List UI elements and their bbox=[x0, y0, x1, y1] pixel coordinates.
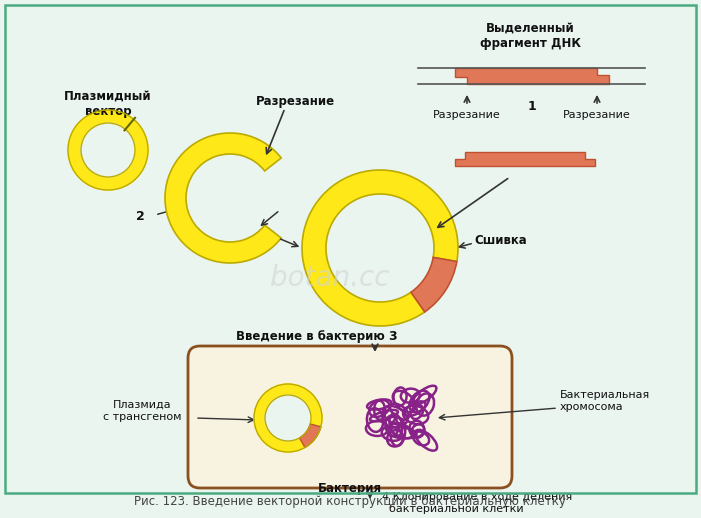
Text: Сшивка: Сшивка bbox=[474, 234, 526, 247]
Polygon shape bbox=[455, 152, 595, 166]
Text: Плазмида
с трансгеном: Плазмида с трансгеном bbox=[103, 400, 182, 422]
Text: 3: 3 bbox=[388, 330, 397, 343]
Circle shape bbox=[81, 123, 135, 177]
Wedge shape bbox=[299, 424, 321, 448]
Text: botan.cc: botan.cc bbox=[271, 264, 390, 292]
Text: Рис. 123. Введение векторной конструкции в бактериальную клетку: Рис. 123. Введение векторной конструкции… bbox=[134, 495, 566, 508]
Text: 2: 2 bbox=[135, 210, 144, 223]
Text: Плазмидный
вектор: Плазмидный вектор bbox=[64, 90, 152, 118]
Text: Разрезание: Разрезание bbox=[433, 110, 501, 120]
Text: 4 Клонирование в ходе деления
  бактериальной клетки: 4 Клонирование в ходе деления бактериаль… bbox=[382, 492, 572, 514]
Text: Бактериальная
хромосома: Бактериальная хромосома bbox=[560, 390, 651, 412]
Wedge shape bbox=[302, 170, 458, 326]
Text: Разрезание: Разрезание bbox=[563, 110, 631, 120]
FancyBboxPatch shape bbox=[188, 346, 512, 488]
Wedge shape bbox=[411, 257, 457, 312]
Circle shape bbox=[265, 395, 311, 441]
Text: Разрезание: Разрезание bbox=[255, 95, 334, 108]
Circle shape bbox=[68, 110, 148, 190]
Text: Введение в бактерию: Введение в бактерию bbox=[236, 330, 384, 343]
Text: 1: 1 bbox=[528, 100, 536, 113]
Circle shape bbox=[254, 384, 322, 452]
Text: Бактерия: Бактерия bbox=[318, 482, 382, 495]
Polygon shape bbox=[455, 68, 609, 84]
Wedge shape bbox=[165, 133, 281, 263]
Text: Выделенный
фрагмент ДНК: Выделенный фрагмент ДНК bbox=[479, 22, 580, 50]
